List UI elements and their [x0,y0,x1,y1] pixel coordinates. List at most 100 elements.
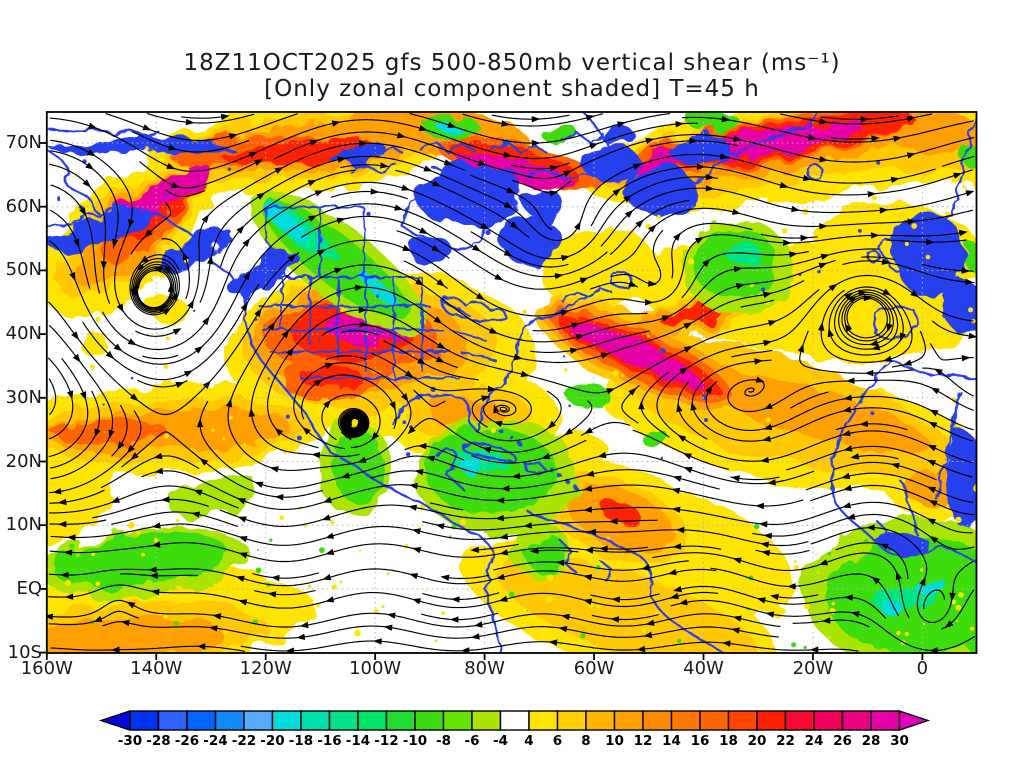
streamline-arrowhead [473,621,483,628]
x-axis-tick-label: 60W [573,658,615,679]
colorbar-tick-label: -10 [402,733,428,749]
streamline-arrowhead [85,162,95,170]
y-axis-tick-label: 30N [5,386,42,408]
shaded-region [964,244,977,272]
colorbar-tick-label: 20 [747,733,767,749]
streamline [219,501,973,534]
streamline-arrowhead [415,278,425,286]
speckle [162,614,168,619]
coastline [460,442,518,464]
shaded-region [170,477,260,517]
streamline-arrowhead [672,475,682,482]
x-axis-tick-label: 0 [916,658,929,679]
streamline-arrowhead [67,534,76,541]
streamline-arrowhead [584,427,593,434]
streamline [49,203,608,365]
streamline-arrowhead [336,217,346,224]
streamline-arrowhead [500,485,510,492]
streamline-arrowhead [610,616,620,623]
streamline-arrowhead [549,190,559,197]
speckle [945,618,949,621]
streamline-arrowhead [52,488,62,495]
map-canvas [47,112,977,653]
speckle [136,530,141,535]
streamline-arrowhead [440,574,450,581]
speckle [760,287,766,292]
coastline [349,163,397,174]
colorbar-tick-label: 12 [633,733,653,749]
speckle [102,403,105,406]
streamline-arrowhead [645,137,655,144]
speckle [754,523,760,530]
streamline-arrowhead [412,547,422,554]
streamline [130,201,172,255]
speckle [766,197,774,204]
streamline-arrowhead [871,135,880,142]
colorbar-tick-label: 18 [719,733,738,749]
streamline-arrowhead [767,479,776,486]
streamline [891,330,926,368]
streamline [493,560,689,571]
streamline-arrowhead [57,521,67,528]
streamline [670,599,976,652]
streamline-arrowhead [863,294,873,302]
streamline-arrowhead [933,368,943,376]
speckle [758,645,761,647]
streamline [600,187,973,247]
streamline [511,179,572,194]
speckle [858,229,862,233]
coastline [491,140,549,155]
speckle [955,604,962,611]
streamline [422,592,500,600]
streamline-arrowhead [640,564,650,571]
speckle [765,417,771,423]
speckle [307,584,312,589]
streamline-arrowhead [869,339,879,346]
streamline [842,260,975,284]
streamline-arrowhead [379,162,389,169]
streamline-arrowhead [166,163,176,170]
streamline-arrowhead [394,204,404,211]
speckle [255,567,262,574]
streamline-arrowhead [761,549,771,557]
streamline-arrowhead [929,536,939,544]
speckle [449,535,452,538]
streamline-arrowhead [589,143,599,150]
speckle [827,551,831,556]
streamline-arrowhead [359,321,369,328]
shaded-region [913,577,947,593]
streamline-arrowhead [907,218,917,225]
speckle [526,609,529,612]
coastline [610,271,634,289]
speckle [564,368,568,372]
streamline-arrowhead [493,404,500,414]
streamline-arrowhead [281,329,290,339]
streamline-arrowhead [928,421,938,429]
streamline-arrowhead [520,370,530,378]
colorbar-segment [271,710,302,731]
streamline [129,254,180,316]
speckle [742,320,747,324]
streamline [50,184,101,294]
speckle [925,254,931,260]
streamline-arrowhead [120,619,130,627]
speckle [676,638,682,644]
streamline-arrowhead [671,487,681,494]
streamline-arrowhead [503,201,513,209]
streamline [219,169,356,268]
streamline-arrowhead [163,264,172,273]
streamline-arrowhead [511,473,521,480]
speckle [827,636,831,639]
speckle [354,629,361,637]
x-axis-tick-label: 120W [239,658,292,679]
streamline-arrowhead [561,255,570,262]
streamline-arrowhead [57,498,67,506]
colorbar-segment [357,710,388,731]
coastline [559,539,579,575]
streamline-arrowhead [843,484,852,492]
streamline-arrowhead [182,251,189,261]
speckle [933,314,937,318]
streamline-arrowhead [571,322,581,329]
streamline [609,199,690,256]
island [565,479,571,485]
